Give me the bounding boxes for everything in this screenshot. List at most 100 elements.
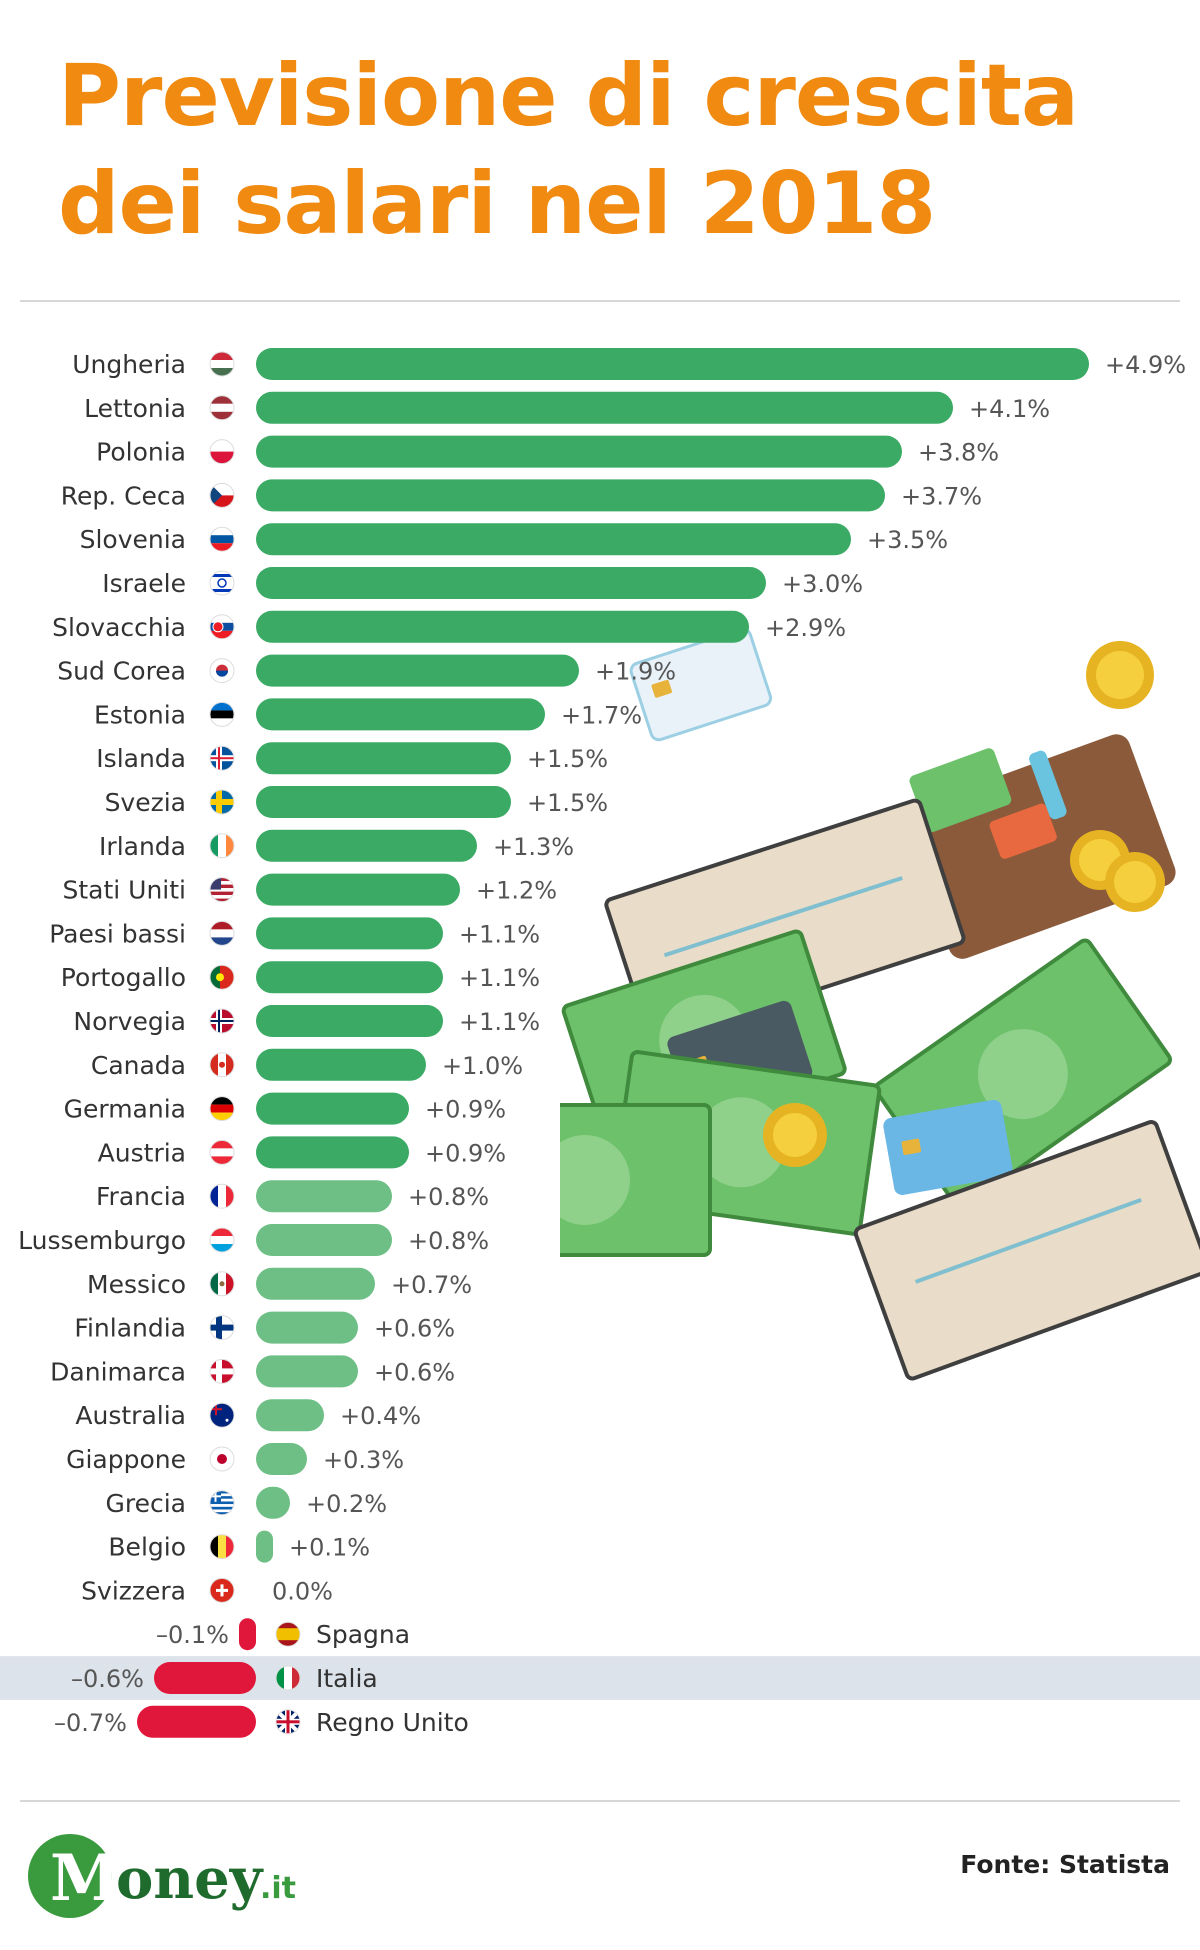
bar-lettonia [256, 391, 953, 424]
coin-icon [1070, 830, 1165, 912]
bar-portogallo [256, 961, 443, 994]
bar-finlandia [256, 1311, 358, 1344]
flag-si-icon [209, 526, 235, 552]
page-title: Previsione di crescita dei salari nel 20… [58, 42, 1158, 258]
banknote-icon [560, 1103, 712, 1257]
country-label-spagna: Spagna [316, 1620, 410, 1649]
country-label-finlandia: Finlandia [74, 1314, 186, 1343]
country-label-estonia: Estonia [94, 700, 186, 729]
value-label-belgio: +0.1% [289, 1534, 370, 1562]
flag-no-icon [209, 1008, 235, 1034]
bar-australia [256, 1399, 324, 1432]
bar-francia [256, 1180, 392, 1213]
value-label-stati-uniti: +1.2% [476, 877, 557, 905]
bar-slovenia [256, 523, 851, 556]
country-label-regno-unito: Regno Unito [316, 1708, 469, 1737]
country-label-lettonia: Lettonia [84, 394, 186, 423]
flag-de-icon [209, 1096, 235, 1122]
bar-germania [256, 1092, 409, 1125]
value-label-finlandia: +0.6% [374, 1315, 455, 1343]
money-logo: M oney .it [28, 1834, 296, 1918]
value-label-svezia: +1.5% [527, 789, 608, 817]
logo-suffix: .it [260, 1871, 296, 1906]
credit-card-icon [883, 1099, 1013, 1195]
country-label-portogallo: Portogallo [61, 963, 186, 992]
flag-nl-icon [209, 920, 235, 946]
flag-fr-icon [209, 1183, 235, 1209]
flag-lu-icon [209, 1227, 235, 1253]
bar-lussemburgo [256, 1224, 392, 1256]
value-label-paesi-bassi: +1.1% [459, 920, 540, 948]
bar-ungheria [256, 348, 1089, 380]
value-label-sud-corea: +1.9% [595, 658, 676, 686]
bar-israele [256, 567, 766, 599]
value-label-portogallo: +1.1% [459, 964, 540, 992]
flag-pl-icon [209, 439, 235, 465]
flag-gr-icon [209, 1490, 235, 1516]
flag-us-icon [209, 877, 235, 903]
country-label-svizzera: Svizzera [81, 1576, 186, 1605]
flag-ee-icon [209, 701, 235, 727]
logo-circle [28, 1834, 112, 1918]
flag-lv-icon [209, 395, 235, 421]
country-label-polonia: Polonia [96, 438, 186, 467]
bar-belgio [256, 1530, 273, 1563]
flag-dk-icon [209, 1358, 235, 1384]
title-line-1: Previsione di crescita [58, 46, 1079, 146]
value-label-norvegia: +1.1% [459, 1008, 540, 1036]
flag-it-icon [275, 1665, 301, 1691]
check-icon [853, 1120, 1200, 1381]
value-label-lussemburgo: +0.8% [408, 1227, 489, 1255]
bar-austria [256, 1136, 409, 1169]
flag-at-icon [209, 1139, 235, 1165]
value-label-giappone: +0.3% [323, 1446, 404, 1474]
bar-svezia [256, 786, 511, 818]
value-label-slovenia: +3.5% [867, 526, 948, 554]
bar-estonia [256, 698, 545, 731]
value-label-estonia: +1.7% [561, 701, 642, 729]
country-label-francia: Francia [96, 1182, 186, 1211]
country-label-messico: Messico [87, 1270, 186, 1299]
value-label-ungheria: +4.9% [1105, 351, 1186, 379]
bar-spagna [239, 1618, 256, 1651]
value-label-lettonia: +4.1% [969, 395, 1050, 423]
flag-mx-icon [209, 1271, 235, 1297]
title-line-2: dei salari nel 2018 [58, 154, 936, 254]
bar-regno-unito [137, 1705, 256, 1738]
country-label-ungheria: Ungheria [72, 350, 186, 379]
country-label-austria: Austria [98, 1138, 186, 1167]
coin-icon [763, 1103, 827, 1167]
bar-stati-uniti [256, 873, 460, 906]
country-label-rep-ceca: Rep. Ceca [61, 481, 186, 510]
value-label-regno-unito: –0.7% [54, 1709, 127, 1737]
country-label-svezia: Svezia [105, 788, 186, 817]
value-label-spagna: –0.1% [156, 1621, 229, 1649]
flag-ie-icon [209, 833, 235, 859]
country-label-lussemburgo: Lussemburgo [18, 1226, 186, 1255]
flag-jp-icon [209, 1446, 235, 1472]
country-label-canada: Canada [91, 1051, 186, 1080]
bar-giappone [256, 1443, 307, 1475]
country-label-italia: Italia [316, 1664, 378, 1693]
flag-ch-icon [209, 1577, 235, 1603]
value-label-germania: +0.9% [425, 1096, 506, 1124]
value-label-danimarca: +0.6% [374, 1358, 455, 1386]
country-label-giappone: Giappone [66, 1445, 186, 1474]
coin-icon [1086, 641, 1154, 709]
value-label-austria: +0.9% [425, 1139, 506, 1167]
flag-pt-icon [209, 964, 235, 990]
country-label-paesi-bassi: Paesi bassi [49, 919, 186, 948]
bar-canada [256, 1048, 426, 1081]
bar-irlanda [256, 829, 477, 862]
bar-italia [154, 1662, 256, 1694]
country-label-slovacchia: Slovacchia [52, 613, 186, 642]
value-label-messico: +0.7% [391, 1271, 472, 1299]
country-label-islanda: Islanda [96, 744, 186, 773]
bottom-divider [20, 1800, 1180, 1802]
value-label-islanda: +1.5% [527, 745, 608, 773]
value-label-israele: +3.0% [782, 570, 863, 598]
flag-fi-icon [209, 1315, 235, 1341]
bar-messico [256, 1267, 375, 1300]
flag-gb-icon [275, 1709, 301, 1735]
bar-norvegia [256, 1005, 443, 1037]
